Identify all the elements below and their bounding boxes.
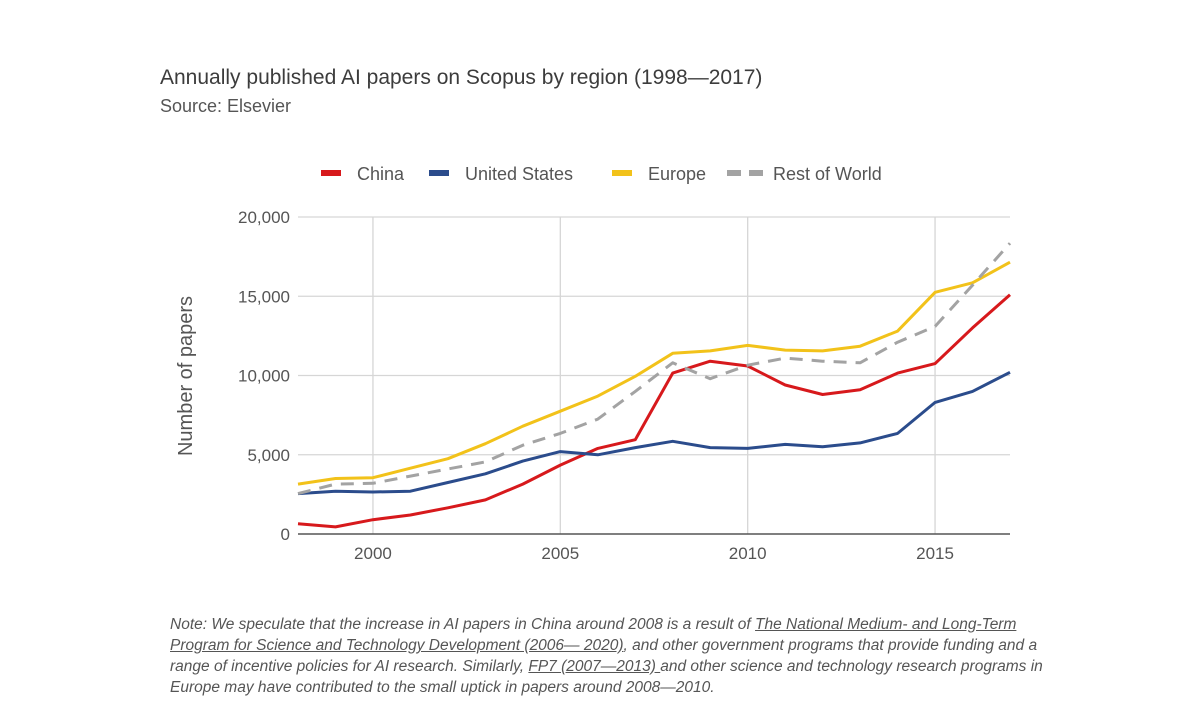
legend-swatch (321, 170, 341, 176)
legend: China United States Europe Rest of World (321, 164, 882, 184)
y-tick-label: 10,000 (238, 367, 290, 386)
legend-swatch (612, 170, 632, 176)
legend-label: China (357, 164, 405, 184)
y-axis-title: Number of papers (175, 296, 197, 456)
note-middle: , and other government programs that pro… (170, 637, 1038, 675)
legend-label: Europe (648, 164, 706, 184)
y-tick-label: 20,000 (238, 208, 290, 227)
note: Note: We speculate that the increase in … (170, 614, 1050, 698)
series-lines (297, 242, 1012, 529)
national-program-link[interactable]: The National Medium- and Long-Term Progr… (170, 616, 1017, 654)
legend-label: United States (465, 164, 573, 184)
line-chart: 0 5,000 10,000 15,000 20,000 2000 2005 2010 2015… (175, 164, 1012, 563)
y-tick-label: 5,000 (247, 446, 290, 465)
legend-swatch (429, 170, 449, 176)
y-tick-label: 0 (281, 525, 290, 544)
series-line-rest-of-world (297, 242, 1012, 496)
series-line-united-states (297, 370, 1011, 496)
x-tick-label: 2005 (541, 544, 579, 563)
series-line-europe (297, 260, 1011, 486)
chart-subtitle: Source: Elsevier (160, 96, 292, 116)
note-prefix: Note: We speculate that the increase in … (170, 616, 756, 633)
note-suffix: and other science and technology researc… (170, 658, 1043, 696)
legend-item-china: China (321, 164, 405, 184)
series-line-china (297, 293, 1011, 529)
legend-item-united-states: United States (429, 164, 573, 184)
chart-title: Annually published AI papers on Scopus b… (160, 66, 763, 89)
legend-item-europe: Europe (612, 164, 706, 184)
fp7-link[interactable]: FP7 (2007—2013) (528, 658, 661, 675)
x-tick-label: 2010 (729, 544, 767, 563)
legend-swatch (749, 170, 763, 176)
x-tick-label: 2015 (916, 544, 954, 563)
y-tick-label: 15,000 (238, 287, 290, 306)
x-tick-label: 2000 (354, 544, 392, 563)
legend-label: Rest of World (773, 164, 882, 184)
legend-swatch (727, 170, 741, 176)
legend-item-rest-of-world: Rest of World (727, 164, 882, 184)
axes: 0 5,000 10,000 15,000 20,000 2000 2005 2010 2015 (238, 208, 1010, 563)
